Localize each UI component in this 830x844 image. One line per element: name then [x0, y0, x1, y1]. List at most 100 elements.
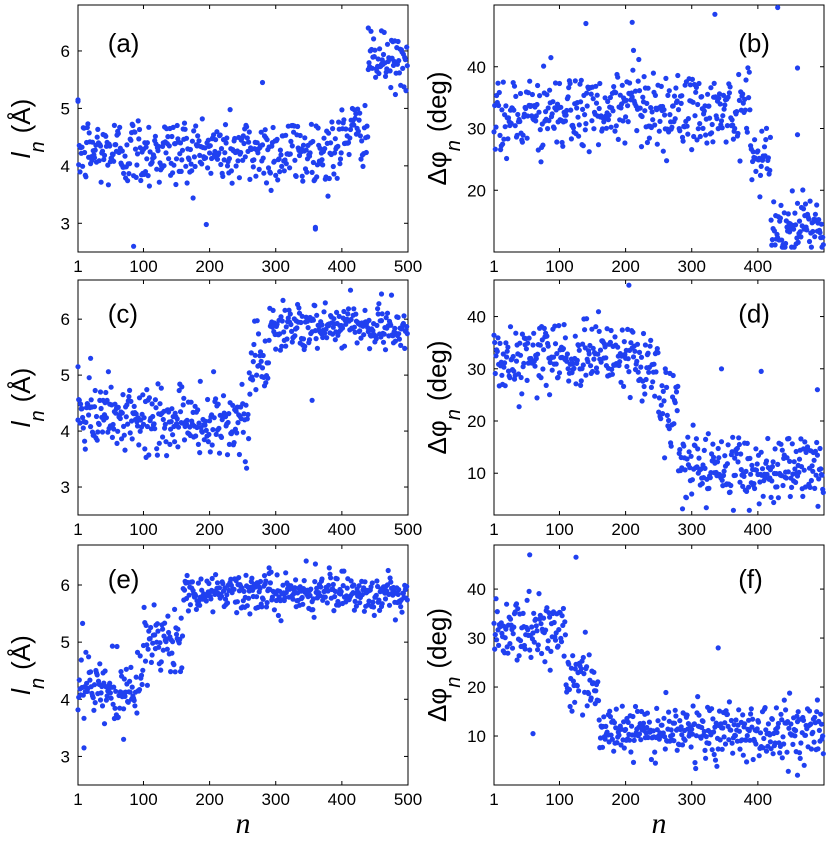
x-tick-label: 200 — [195, 257, 223, 276]
data-point — [150, 413, 156, 420]
data-point — [589, 326, 595, 332]
data-point — [758, 163, 764, 169]
data-point — [269, 594, 275, 600]
data-point — [630, 47, 637, 54]
data-point — [584, 316, 590, 322]
data-point — [777, 750, 783, 756]
x-tick-label: 300 — [678, 520, 706, 539]
data-point — [547, 87, 553, 93]
data-point — [693, 733, 700, 739]
data-point — [361, 332, 367, 338]
data-point — [378, 318, 385, 324]
data-point — [305, 325, 311, 331]
data-point — [778, 711, 784, 717]
data-point — [612, 128, 618, 134]
data-point — [665, 92, 671, 98]
data-point — [793, 727, 799, 734]
data-point — [145, 646, 151, 652]
data-point — [562, 632, 569, 638]
data-point — [347, 135, 353, 141]
data-point — [196, 138, 202, 144]
data-point — [623, 114, 629, 120]
data-point — [640, 94, 646, 100]
data-point — [550, 99, 556, 105]
data-point — [560, 143, 566, 149]
data-point — [644, 710, 651, 716]
data-point — [193, 123, 199, 129]
data-point-outlier — [365, 25, 371, 31]
data-point — [729, 740, 735, 746]
data-point — [525, 113, 531, 119]
data-point — [203, 221, 209, 228]
data-point — [644, 100, 650, 106]
data-point — [722, 720, 728, 726]
data-point — [707, 115, 713, 121]
data-point — [533, 113, 539, 119]
data-point — [213, 572, 219, 578]
data-point — [263, 380, 269, 386]
y-tick-label: 10 — [467, 727, 486, 746]
data-point — [288, 138, 294, 144]
data-point — [146, 183, 152, 189]
scatter-series — [491, 282, 826, 513]
data-point — [623, 97, 629, 103]
data-point — [654, 346, 660, 352]
data-point — [134, 162, 140, 168]
data-point — [800, 187, 806, 193]
data-point — [524, 135, 530, 141]
data-point — [580, 143, 586, 149]
data-point — [294, 325, 300, 331]
data-point — [638, 144, 645, 150]
data-point — [717, 737, 723, 743]
data-point — [267, 580, 273, 586]
data-point — [134, 423, 141, 429]
data-point — [403, 88, 409, 94]
data-point — [693, 84, 700, 90]
data-point — [820, 234, 826, 240]
data-point — [613, 706, 619, 712]
data-point — [122, 693, 128, 700]
data-point — [656, 128, 662, 134]
data-point — [190, 195, 196, 201]
data-point — [744, 488, 750, 494]
data-point — [365, 134, 371, 140]
data-point — [303, 147, 309, 153]
data-point — [740, 483, 746, 489]
data-point — [221, 157, 227, 163]
data-point — [197, 602, 203, 608]
data-point — [292, 157, 298, 163]
data-point — [95, 126, 101, 132]
data-point-outlier — [583, 20, 589, 27]
data-point — [669, 124, 675, 130]
data-point — [796, 469, 802, 475]
data-point — [767, 167, 773, 173]
data-point — [491, 620, 497, 626]
data-point — [160, 626, 166, 632]
scatter-series — [75, 558, 410, 751]
data-point — [765, 435, 771, 442]
data-point — [543, 627, 549, 633]
data-point — [535, 647, 541, 653]
data-point — [176, 387, 182, 394]
data-point — [531, 610, 537, 616]
data-point — [652, 92, 659, 98]
data-point — [619, 703, 625, 709]
data-point — [79, 144, 85, 150]
data-point — [517, 90, 524, 97]
data-point — [382, 347, 389, 353]
data-point — [142, 169, 149, 175]
data-point — [308, 586, 314, 592]
data-point — [716, 455, 722, 461]
data-point-outlier — [121, 736, 127, 742]
data-point — [744, 440, 750, 446]
data-point — [511, 624, 517, 630]
data-point — [125, 699, 131, 705]
data-point — [613, 123, 619, 129]
data-point — [596, 105, 602, 112]
data-point — [630, 329, 636, 335]
data-point — [618, 742, 624, 748]
data-point — [673, 389, 680, 395]
data-point — [368, 584, 374, 590]
data-point — [86, 412, 92, 418]
data-point — [641, 74, 647, 80]
